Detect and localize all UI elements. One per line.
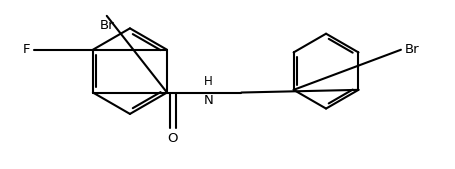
Text: H: H [203,75,212,88]
Text: N: N [203,94,213,107]
Text: Br: Br [404,43,418,56]
Text: O: O [167,132,177,145]
Text: F: F [23,43,30,56]
Text: Br: Br [99,19,114,32]
